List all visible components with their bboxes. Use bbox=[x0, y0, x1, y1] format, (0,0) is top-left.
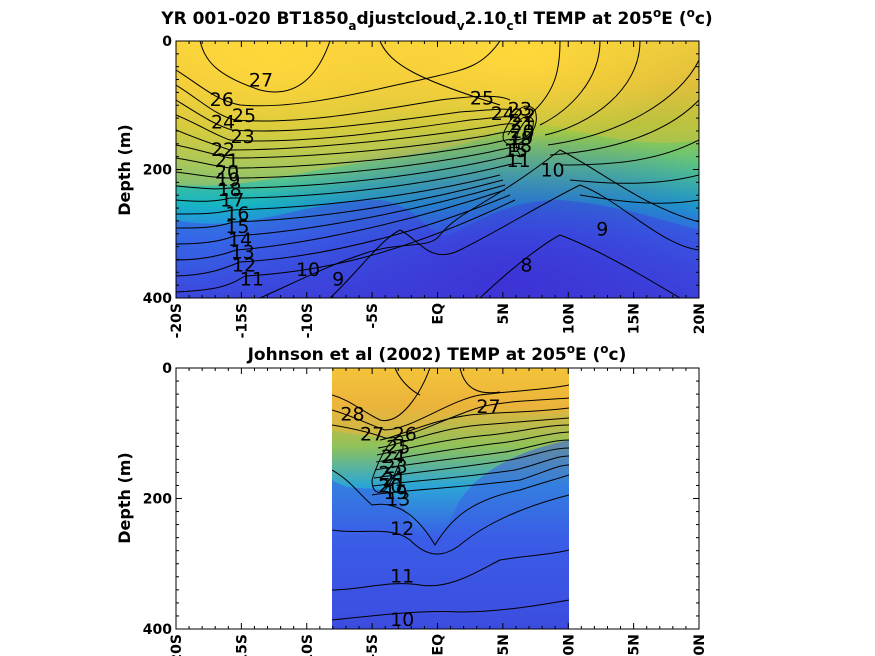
top-chart-title: YR 001-020 BT1850adjustcloudv2.10ctl TEM… bbox=[160, 6, 712, 33]
top-contour-label: 10 bbox=[540, 160, 564, 182]
top-y-tick-label: 200 bbox=[143, 163, 172, 179]
bottom-y-tick-label: 0 bbox=[162, 361, 172, 377]
top-contour-label: 24 bbox=[491, 103, 515, 125]
top-contour-label: 15 bbox=[225, 216, 249, 238]
bottom-contour-label: 25 bbox=[386, 436, 410, 458]
top-contour-label: 13 bbox=[231, 242, 255, 264]
top-contour-label: 19 bbox=[216, 169, 240, 191]
top-contour-label: 24 bbox=[211, 111, 235, 133]
top-contour-label: 16 bbox=[225, 203, 249, 225]
bottom-x-tick-label: 20N bbox=[692, 634, 708, 656]
bottom-x-tick-label: -10S bbox=[300, 634, 316, 656]
top-x-tick-label: -20S bbox=[169, 303, 185, 338]
top-contour-label: 26 bbox=[210, 89, 234, 111]
top-y-axis: 0 200 400 bbox=[143, 34, 699, 307]
bottom-contour-label: 13 bbox=[386, 489, 410, 511]
top-contour-label: 9 bbox=[596, 219, 608, 241]
bottom-contour-label: 27 bbox=[476, 396, 500, 418]
top-contour-label: 22 bbox=[211, 139, 235, 161]
top-contour-label: 23 bbox=[231, 126, 255, 148]
top-y-tick-label: 400 bbox=[143, 291, 172, 307]
top-contour-label: 18 bbox=[218, 179, 242, 201]
bottom-contour-label: 24 bbox=[381, 446, 405, 468]
top-contour-label: 27 bbox=[249, 70, 273, 92]
top-panel: YR 001-020 BT1850adjustcloudv2.10ctl TEM… bbox=[115, 6, 713, 338]
top-contour-label: 14 bbox=[228, 229, 252, 251]
top-contour-label: 21 bbox=[510, 113, 534, 135]
top-contour-label: 11 bbox=[506, 150, 530, 172]
top-x-tick-label: EQ bbox=[431, 303, 447, 325]
bottom-contour-label: 11 bbox=[390, 565, 414, 587]
bottom-contour-label: 23 bbox=[384, 456, 408, 478]
top-y-tick-label: 0 bbox=[162, 34, 172, 50]
top-contour-label: 9 bbox=[332, 269, 344, 291]
bottom-y-axis: 0 200 400 bbox=[143, 361, 699, 638]
bottom-x-tick-label: -15S bbox=[234, 634, 250, 656]
top-contour-label: 20 bbox=[510, 121, 534, 143]
top-contour-label: 25 bbox=[232, 105, 256, 127]
top-contour-field bbox=[176, 41, 699, 298]
top-x-tick-label: -5S bbox=[365, 303, 381, 329]
top-x-tick-label: -10S bbox=[300, 303, 316, 338]
top-contour-label: 12 bbox=[232, 255, 256, 277]
top-contour-label: 8 bbox=[520, 255, 532, 277]
top-contour-label: 25 bbox=[470, 88, 494, 110]
top-contour-label: 15 bbox=[504, 140, 528, 162]
top-contour-label: 22 bbox=[512, 105, 536, 127]
top-x-tick-label: 20N bbox=[692, 303, 708, 334]
top-x-tick-label: 5N bbox=[496, 303, 512, 324]
top-contour-label: 18 bbox=[508, 135, 532, 157]
bottom-contour-label: 27 bbox=[360, 423, 384, 445]
bottom-contour-label: 10 bbox=[390, 609, 414, 631]
bottom-x-tick-label: -5S bbox=[365, 634, 381, 656]
top-contour-label: 17 bbox=[220, 190, 244, 212]
bottom-contour-label: 12 bbox=[390, 518, 414, 540]
bottom-x-tick-label: 15N bbox=[627, 634, 643, 656]
top-x-tick-label: 15N bbox=[627, 303, 643, 334]
bottom-x-tick-label: 10N bbox=[561, 634, 577, 656]
top-contour-label: 19 bbox=[509, 127, 533, 149]
top-contour-lines bbox=[176, 41, 699, 298]
bottom-contour-field bbox=[332, 368, 569, 629]
bottom-contour-label: 21 bbox=[382, 469, 406, 491]
bottom-y-tick-label: 200 bbox=[143, 492, 172, 508]
bottom-y-tick-label: 400 bbox=[143, 622, 172, 638]
bottom-contour-lines bbox=[332, 368, 569, 621]
bottom-contour-label: 19 bbox=[384, 482, 408, 504]
bottom-panel: Johnson et al (2002) TEMP at 205oE (oc) bbox=[115, 342, 708, 656]
bottom-contour-label: 22 bbox=[378, 462, 402, 484]
bottom-contour-label: 20 bbox=[378, 475, 402, 497]
top-contour-label: 11 bbox=[240, 269, 264, 291]
top-x-axis: -20S -15S -10S -5S EQ 5N 10N 15N 20N bbox=[169, 41, 708, 338]
top-x-tick-label: -15S bbox=[234, 303, 250, 338]
bottom-x-tick-label: EQ bbox=[431, 634, 447, 656]
top-contour-label: 10 bbox=[296, 259, 320, 281]
top-contour-label: 21 bbox=[215, 150, 239, 172]
bottom-contour-label: 26 bbox=[393, 423, 417, 445]
top-y-axis-label: Depth (m) bbox=[115, 124, 134, 216]
bottom-x-tick-label: -20S bbox=[169, 634, 185, 656]
top-contour-label: 23 bbox=[508, 98, 532, 120]
bottom-x-tick-label: 5N bbox=[496, 634, 512, 655]
top-x-tick-label: 10N bbox=[561, 303, 577, 334]
bottom-chart-title: Johnson et al (2002) TEMP at 205oE (oc) bbox=[247, 342, 627, 365]
bottom-y-axis-label: Depth (m) bbox=[115, 452, 134, 544]
bottom-x-axis: -20S -15S -10S -5S EQ 5N 10N 15N 20N bbox=[169, 368, 708, 656]
bottom-contour-label: 28 bbox=[340, 404, 364, 426]
top-contour-label: 20 bbox=[215, 161, 239, 183]
